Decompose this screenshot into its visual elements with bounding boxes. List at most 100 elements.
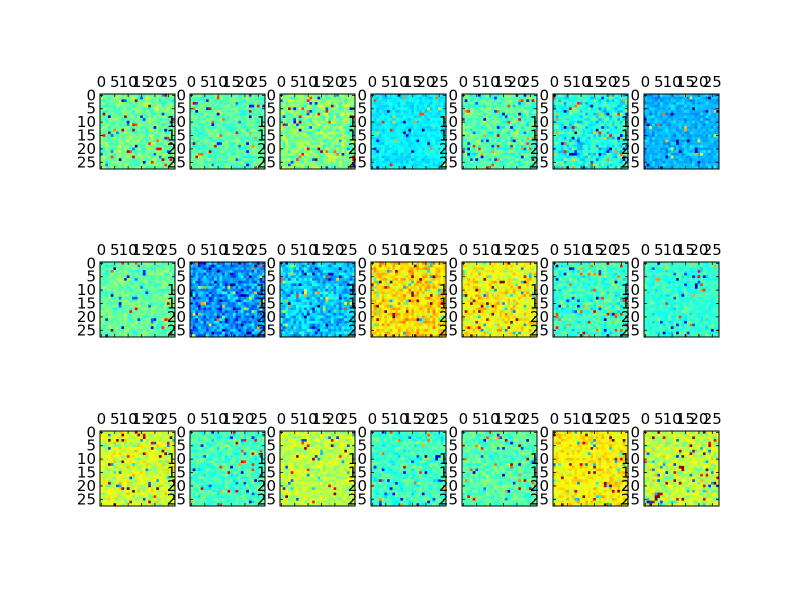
heatmap-cell — [376, 150, 380, 154]
heatmap-cell — [590, 147, 594, 151]
heatmap-cell — [256, 123, 260, 127]
heatmap-cell — [395, 120, 398, 124]
heatmap-cell — [462, 128, 465, 132]
heatmap-cell — [405, 99, 409, 103]
heatmap-cell — [118, 139, 122, 143]
x-tick-label: 5 — [110, 73, 120, 91]
heatmap-cell — [248, 94, 252, 97]
heatmap-cell — [216, 107, 220, 111]
heatmap-cell — [577, 163, 580, 167]
heatmap-cell — [285, 160, 289, 164]
heatmap-cell — [480, 131, 484, 135]
heatmap-cell — [153, 163, 157, 167]
heatmap-cell — [320, 123, 324, 127]
heatmap-cell — [203, 118, 207, 121]
heatmap-cell — [472, 163, 476, 167]
heatmap-cell — [419, 134, 423, 138]
heatmap-cell — [333, 120, 337, 124]
heatmap-cell — [603, 96, 607, 100]
heatmap-cell — [312, 139, 315, 143]
heatmap-cell — [590, 102, 594, 105]
heatmap-cell — [603, 104, 607, 108]
heatmap-cell — [518, 123, 522, 127]
heatmap-cell — [625, 96, 629, 100]
heatmap-cell — [432, 107, 436, 111]
heatmap-cell — [312, 160, 315, 164]
heatmap-cell — [566, 139, 570, 143]
heatmap-cell — [702, 94, 706, 97]
heatmap-cell — [563, 120, 567, 124]
heatmap-cell — [211, 158, 215, 162]
heatmap-cell — [298, 102, 302, 105]
heatmap-cell — [467, 131, 471, 135]
heatmap-cell — [262, 158, 266, 162]
heatmap-cell — [100, 152, 103, 156]
heatmap-cell — [614, 126, 618, 129]
heatmap-cell — [528, 120, 532, 124]
heatmap-cell — [507, 166, 511, 170]
heatmap-cell — [282, 152, 286, 156]
heatmap-cell — [515, 96, 519, 100]
heatmap-cell — [619, 150, 623, 154]
heatmap-cell — [116, 152, 119, 156]
heatmap-cell — [432, 136, 436, 140]
heatmap-cell — [145, 142, 149, 146]
heatmap-cell — [298, 118, 302, 121]
heatmap-cell — [510, 160, 514, 164]
heatmap-cell — [198, 152, 201, 156]
heatmap-cell — [478, 144, 481, 148]
heatmap-cell — [563, 104, 567, 108]
heatmap-cell — [443, 110, 447, 113]
heatmap-cell — [381, 150, 385, 154]
heatmap-cell — [301, 128, 305, 132]
heatmap-cell — [435, 147, 439, 151]
heatmap-cell — [496, 112, 500, 116]
heatmap-cell — [304, 115, 307, 119]
heatmap-cell — [435, 115, 439, 119]
heatmap-cell — [232, 123, 236, 127]
heatmap-cell — [515, 142, 519, 146]
heatmap-cell — [320, 110, 324, 113]
heatmap-cell — [285, 99, 289, 103]
heatmap-cell — [150, 102, 154, 105]
heatmap-cell — [614, 128, 618, 132]
heatmap-cell — [379, 136, 382, 140]
heatmap-cell — [574, 104, 578, 108]
heatmap-cell — [298, 150, 302, 154]
heatmap-cell — [523, 131, 527, 135]
heatmap-cell — [574, 102, 578, 105]
heatmap-cell — [227, 99, 231, 103]
heatmap-cell — [684, 96, 688, 100]
heatmap-cell — [328, 163, 332, 167]
heatmap-cell — [507, 158, 511, 162]
heatmap-cell — [208, 96, 212, 100]
heatmap-cell — [338, 110, 342, 113]
heatmap-cell — [240, 118, 244, 121]
heatmap-cell — [590, 163, 594, 167]
heatmap-cell — [190, 155, 193, 159]
heatmap-cell — [515, 152, 519, 156]
heatmap-cell — [330, 163, 334, 167]
heatmap-cell — [314, 112, 318, 116]
heatmap-cell — [534, 128, 538, 132]
heatmap-cell — [203, 136, 207, 140]
heatmap-cell — [164, 123, 168, 127]
heatmap-cell — [251, 102, 255, 105]
heatmap-cell — [150, 160, 154, 164]
heatmap-cell — [392, 147, 396, 151]
heatmap-cell — [499, 104, 503, 108]
heatmap-cell — [392, 128, 396, 132]
heatmap-cell — [488, 102, 492, 105]
heatmap-cell — [657, 96, 661, 100]
heatmap-cell — [478, 110, 481, 113]
heatmap-cell — [304, 120, 307, 124]
heatmap-cell — [166, 155, 170, 159]
heatmap-cell — [238, 102, 242, 105]
heatmap-cell — [293, 147, 297, 151]
heatmap-cell — [314, 131, 318, 135]
heatmap-cell — [411, 112, 415, 116]
heatmap-cell — [504, 155, 508, 159]
heatmap-cell — [322, 123, 326, 127]
heatmap-cell — [569, 144, 572, 148]
heatmap-cell — [689, 94, 693, 97]
